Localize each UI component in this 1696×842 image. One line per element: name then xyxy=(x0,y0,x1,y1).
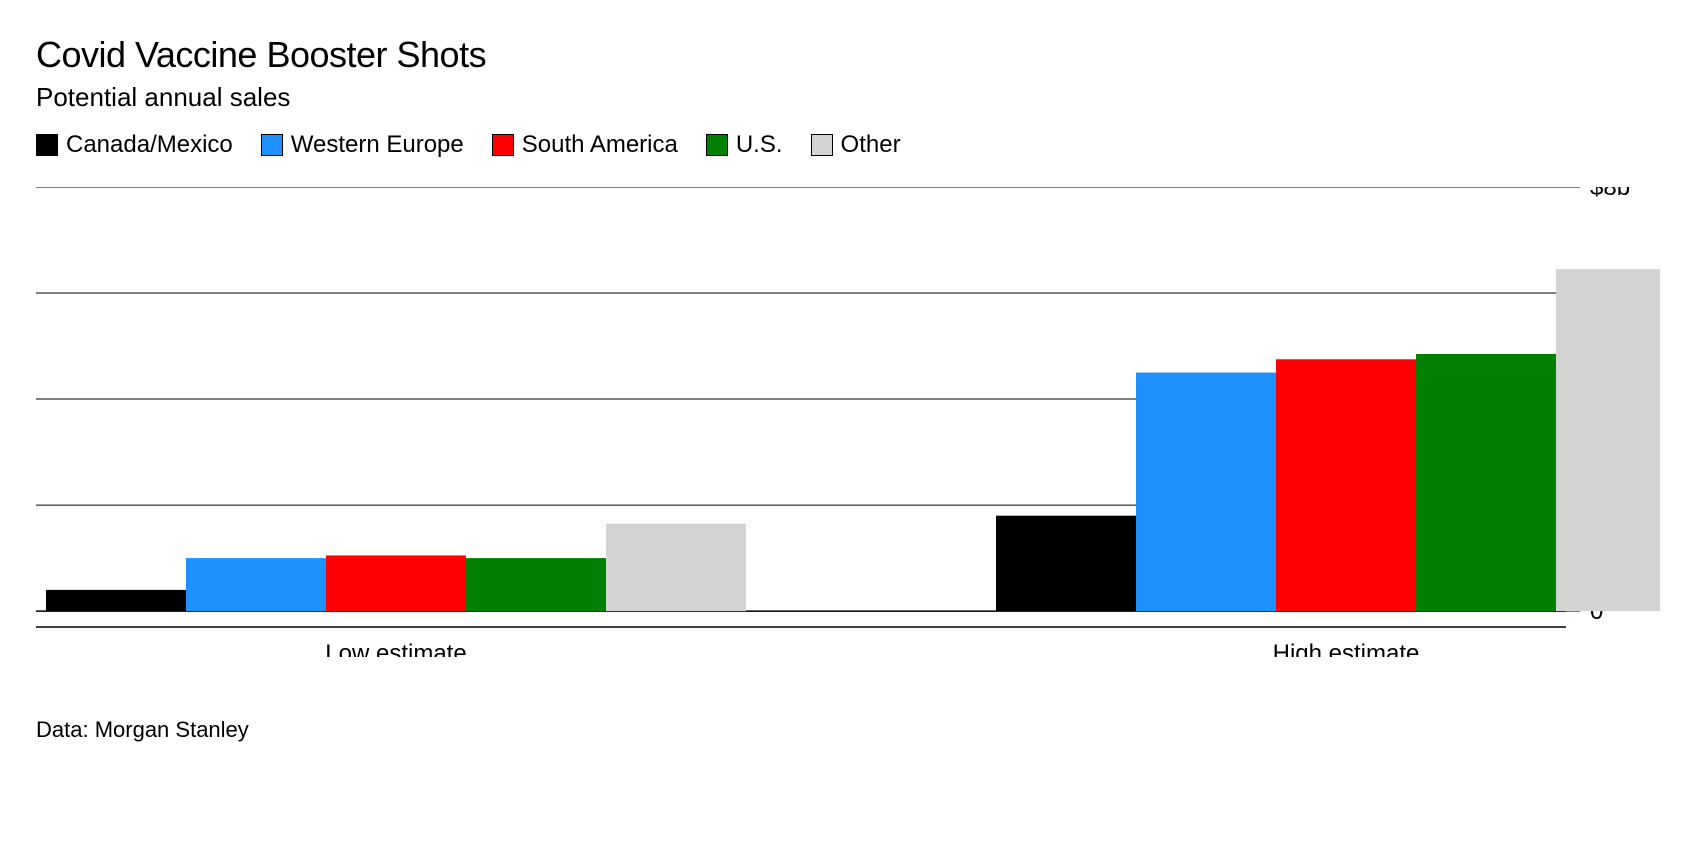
bar xyxy=(466,558,606,611)
legend-label: U.S. xyxy=(736,131,783,159)
x-category-label: Low estimate xyxy=(325,640,466,657)
bar xyxy=(1556,269,1660,611)
legend-item: U.S. xyxy=(706,131,783,159)
legend-swatch xyxy=(706,134,728,156)
data-source: Data: Morgan Stanley xyxy=(36,717,1660,743)
legend: Canada/Mexico Western Europe South America… xyxy=(36,131,1660,159)
legend-item: Canada/Mexico xyxy=(36,131,233,159)
grouped-bar-chart: 0246$8bLow estimateHigh estimate xyxy=(36,187,1660,657)
legend-label: Western Europe xyxy=(291,131,464,159)
legend-swatch xyxy=(492,134,514,156)
bar xyxy=(1136,373,1276,612)
bar xyxy=(46,590,186,611)
bar xyxy=(326,555,466,611)
legend-item: Western Europe xyxy=(261,131,464,159)
bar xyxy=(186,558,326,611)
x-category-label: High estimate xyxy=(1273,640,1420,657)
legend-item: Other xyxy=(811,131,901,159)
chart-container: Covid Vaccine Booster Shots Potential an… xyxy=(0,0,1696,842)
legend-swatch xyxy=(261,134,283,156)
bar xyxy=(1276,359,1416,611)
legend-swatch xyxy=(811,134,833,156)
legend-label: South America xyxy=(522,131,678,159)
legend-swatch xyxy=(36,134,58,156)
bar xyxy=(606,524,746,611)
chart-area: 0246$8bLow estimateHigh estimate xyxy=(36,187,1660,657)
chart-title: Covid Vaccine Booster Shots xyxy=(36,34,1660,76)
y-tick-label: $8b xyxy=(1590,187,1630,201)
bar xyxy=(1416,354,1556,611)
legend-label: Other xyxy=(841,131,901,159)
legend-item: South America xyxy=(492,131,678,159)
bar xyxy=(996,516,1136,611)
chart-subtitle: Potential annual sales xyxy=(36,82,1660,113)
legend-label: Canada/Mexico xyxy=(66,131,233,159)
